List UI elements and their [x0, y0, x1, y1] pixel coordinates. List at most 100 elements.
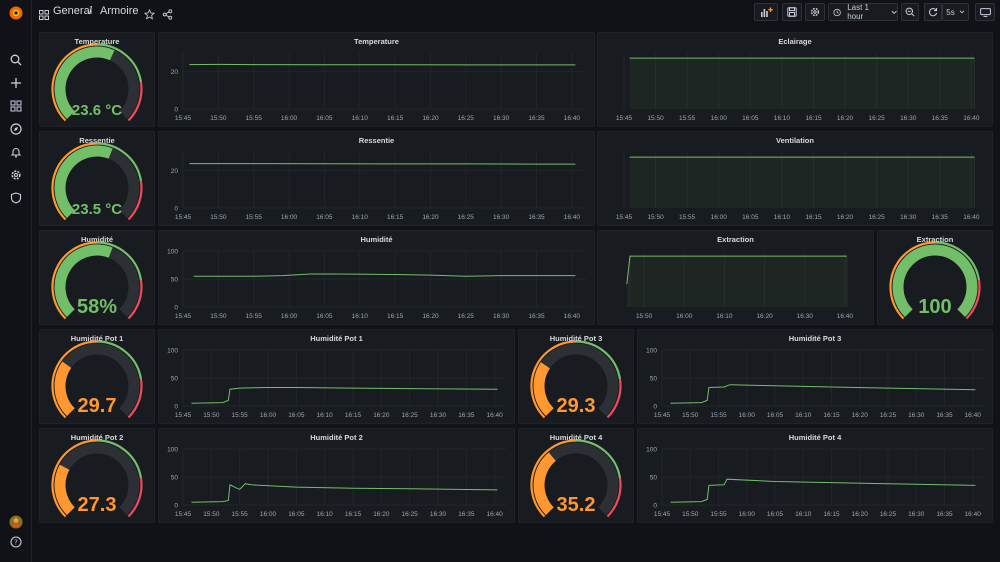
- pot2-gauge-panel[interactable]: 27.3 Humidité Pot 2: [39, 428, 155, 523]
- x-tick-label: 16:40: [564, 214, 581, 221]
- dashboards-grid-icon[interactable]: [39, 7, 49, 25]
- humidite-graph-panel[interactable]: 15:45 15:50 15:55 16:00 16:05 16:10 16:15 16:20…: [158, 230, 595, 325]
- humidite-gauge-panel[interactable]: 58% Humidité: [39, 230, 155, 325]
- gauge-threshold-orange: [51, 439, 98, 518]
- x-tick-label: 16:30: [493, 115, 510, 122]
- bell-icon[interactable]: [0, 142, 31, 162]
- x-tick-label: 16:00: [739, 511, 756, 518]
- ressentie-graph-panel[interactable]: 15:45 15:50 15:55 16:00 16:05 16:10 16:15 16:20…: [158, 131, 595, 226]
- extraction-gauge-panel[interactable]: 100 Extraction: [877, 230, 993, 325]
- x-tick-label: 16:00: [281, 214, 298, 221]
- x-tick-label: 16:00: [281, 313, 298, 320]
- breadcrumb-dashboard[interactable]: Armoire: [100, 5, 139, 17]
- refresh-interval-picker[interactable]: 5s: [942, 3, 969, 21]
- y-tick-label: 0: [653, 502, 657, 509]
- gauge-threshold-orange: [530, 439, 577, 518]
- top-bar: General / Armoire Last 1 hour 5s: [31, 0, 1000, 26]
- ventilation-graph-panel[interactable]: 15:45 15:50 15:55 16:00 16:05 16:10 16:15 16:20…: [597, 131, 993, 226]
- x-tick-label: 16:15: [805, 214, 822, 221]
- pot1-gauge-panel[interactable]: 29.7 Humidité Pot 1: [39, 329, 155, 424]
- x-tick-label: 15:45: [175, 214, 192, 221]
- gauge-threshold-green: [96, 439, 143, 479]
- x-tick-label: 15:45: [654, 511, 671, 518]
- gear-icon[interactable]: [0, 165, 31, 185]
- x-tick-label: 16:40: [963, 214, 980, 221]
- x-tick-label: 16:25: [458, 115, 475, 122]
- pot3-graph-panel[interactable]: 15:45 15:50 15:55 16:00 16:05 16:10 16:15 16:20…: [637, 329, 993, 424]
- search-icon[interactable]: [0, 50, 31, 70]
- x-tick-label: 16:20: [422, 214, 439, 221]
- plus-icon[interactable]: [0, 73, 31, 93]
- avatar[interactable]: [0, 512, 31, 532]
- pot3-gauge-panel[interactable]: 29.3 Humidité Pot 3: [518, 329, 634, 424]
- dashboards-icon[interactable]: [0, 96, 31, 116]
- gauge-threshold-orange: [889, 241, 936, 320]
- x-tick-label: 16:25: [868, 214, 885, 221]
- x-tick-label: 16:05: [316, 214, 333, 221]
- x-tick-label: 16:10: [795, 412, 812, 419]
- x-tick-label: 16:05: [742, 115, 759, 122]
- ressentie-gauge-panel[interactable]: 23.5 °C Ressentie: [39, 131, 155, 226]
- temperature-gauge-panel[interactable]: 23.6 °C Temperature: [39, 32, 155, 127]
- eclairage-graph-panel[interactable]: 15:45 15:50 15:55 16:00 16:05 16:10 16:15 16:20…: [597, 32, 993, 127]
- x-tick-label: 16:10: [716, 313, 733, 320]
- svg-text:?: ?: [14, 539, 18, 547]
- pot2-graph-panel[interactable]: 15:45 15:50 15:55 16:00 16:05 16:10 16:15 16:20…: [158, 428, 515, 523]
- x-tick-label: 16:25: [880, 511, 897, 518]
- dashboard-settings-button[interactable]: [805, 3, 825, 21]
- sidebar: ?: [0, 0, 32, 562]
- gauge-value: 23.6 °C: [72, 102, 122, 119]
- gauge-value-arc: [54, 244, 113, 318]
- x-tick-label: 16:15: [345, 412, 362, 419]
- chevron-down-icon: [891, 10, 897, 14]
- panel-title: Humidité Pot 3: [549, 334, 603, 343]
- star-icon[interactable]: [143, 7, 156, 25]
- x-tick-label: 16:00: [676, 313, 693, 320]
- zoom-out-button[interactable]: [901, 3, 919, 21]
- panel-title: Humidité Pot 2: [70, 433, 124, 442]
- temperature-graph-panel[interactable]: 15:45 15:50 15:55 16:00 16:05 16:10 16:15 16:20…: [158, 32, 595, 127]
- gauge-chart: 23.6 °C: [51, 43, 143, 122]
- x-tick-label: 16:20: [837, 115, 854, 122]
- x-tick-label: 15:55: [246, 214, 263, 221]
- gauge-value: 29.3: [557, 395, 596, 417]
- pot1-graph-panel[interactable]: 15:45 15:50 15:55 16:00 16:05 16:10 16:15 16:20…: [158, 329, 515, 424]
- x-tick-label: 15:45: [175, 313, 192, 320]
- gauge-chart: 29.7: [51, 340, 143, 419]
- pot4-graph-panel[interactable]: 15:45 15:50 15:55 16:00 16:05 16:10 16:15 16:20…: [637, 428, 993, 523]
- extraction-graph-panel[interactable]: 15:50 16:00 16:10 16:20 16:30 16:40 Extractio…: [597, 230, 874, 325]
- save-dashboard-button[interactable]: [782, 3, 802, 21]
- gauge-value-arc: [54, 145, 113, 219]
- graph-chart: 15:45 15:50 15:55 16:00 16:05 16:10 16:15 16:20…: [646, 347, 984, 419]
- tv-mode-button[interactable]: [975, 3, 995, 21]
- x-tick-label: 15:50: [647, 115, 664, 122]
- x-tick-label: 16:25: [880, 412, 897, 419]
- breadcrumb-separator: /: [89, 5, 93, 17]
- series-area: [629, 157, 975, 208]
- gauge-threshold-orange: [51, 340, 98, 419]
- explore-icon[interactable]: [0, 119, 31, 139]
- y-tick-label: 50: [171, 276, 179, 283]
- pot4-gauge-panel[interactable]: 35.2 Humidité Pot 4: [518, 428, 634, 523]
- grafana-logo-icon[interactable]: [0, 2, 31, 24]
- help-icon[interactable]: ?: [0, 532, 31, 552]
- x-tick-label: 16:15: [823, 511, 840, 518]
- shield-icon[interactable]: [0, 188, 31, 208]
- panel-title: Humidité: [80, 235, 114, 244]
- x-tick-label: 16:10: [795, 511, 812, 518]
- chevron-down-icon: [959, 10, 965, 14]
- x-tick-label: 15:50: [210, 214, 227, 221]
- y-tick-label: 0: [174, 304, 178, 311]
- x-tick-label: 15:55: [710, 511, 727, 518]
- gauge-chart: 58%: [51, 241, 143, 320]
- gauge-threshold-red: [127, 279, 143, 320]
- gauge-threshold-green: [96, 340, 143, 380]
- breadcrumb-folder[interactable]: General: [53, 5, 93, 17]
- time-range-picker[interactable]: Last 1 hour: [828, 3, 898, 21]
- add-panel-button[interactable]: [754, 3, 778, 21]
- gauge-chart: 27.3: [51, 439, 143, 518]
- x-tick-label: 16:30: [430, 412, 447, 419]
- refresh-button[interactable]: [924, 3, 942, 21]
- x-tick-label: 16:00: [260, 412, 277, 419]
- share-icon[interactable]: [162, 7, 173, 25]
